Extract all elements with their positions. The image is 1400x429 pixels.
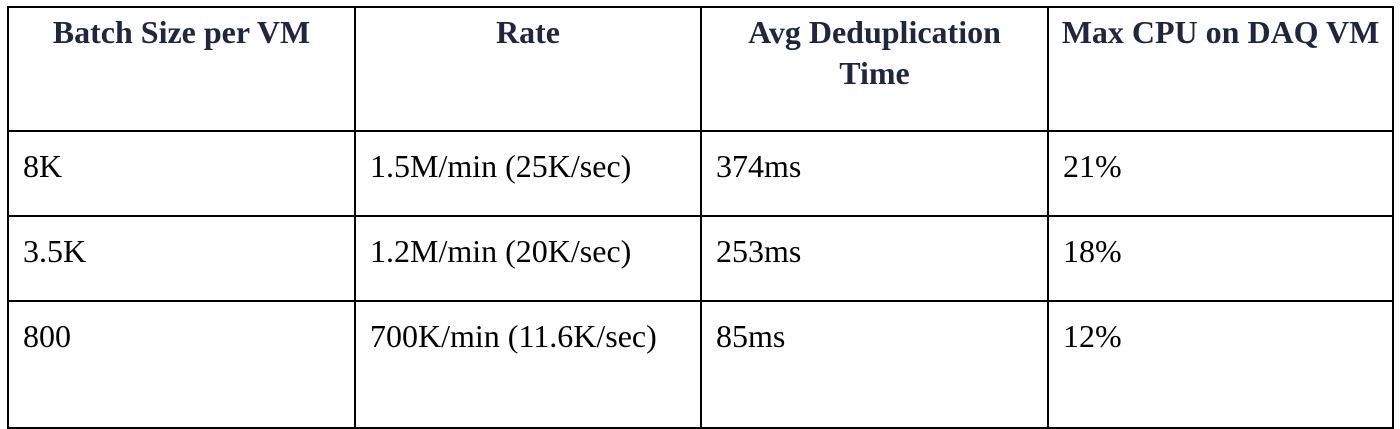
cell-batch-size: 8K xyxy=(7,130,356,217)
header-rate: Rate xyxy=(354,6,702,132)
cell-max-cpu: 12% xyxy=(1047,300,1394,429)
cell-batch-size: 800 xyxy=(7,300,356,429)
cell-rate: 1.2M/min (20K/sec) xyxy=(354,215,702,302)
header-batch-size: Batch Size per VM xyxy=(7,6,356,132)
cell-avg-dedup-time: 374ms xyxy=(700,130,1049,217)
cell-rate: 1.5M/min (25K/sec) xyxy=(354,130,702,217)
header-max-cpu: Max CPU on DAQ VM xyxy=(1047,6,1394,132)
cell-max-cpu: 18% xyxy=(1047,215,1394,302)
header-avg-dedup-time: Avg Deduplication Time xyxy=(700,6,1049,132)
cell-rate: 700K/min (11.6K/sec) xyxy=(354,300,702,429)
cell-max-cpu: 21% xyxy=(1047,130,1394,217)
cell-avg-dedup-time: 253ms xyxy=(700,215,1049,302)
table-row: 800 700K/min (11.6K/sec) 85ms 12% xyxy=(7,300,1394,429)
header-row: Batch Size per VM Rate Avg Deduplication… xyxy=(7,6,1394,132)
cell-batch-size: 3.5K xyxy=(7,215,356,302)
table-row: 3.5K 1.2M/min (20K/sec) 253ms 18% xyxy=(7,215,1394,302)
benchmark-table: Batch Size per VM Rate Avg Deduplication… xyxy=(7,6,1394,429)
cell-avg-dedup-time: 85ms xyxy=(700,300,1049,429)
table-row: 8K 1.5M/min (25K/sec) 374ms 21% xyxy=(7,130,1394,217)
